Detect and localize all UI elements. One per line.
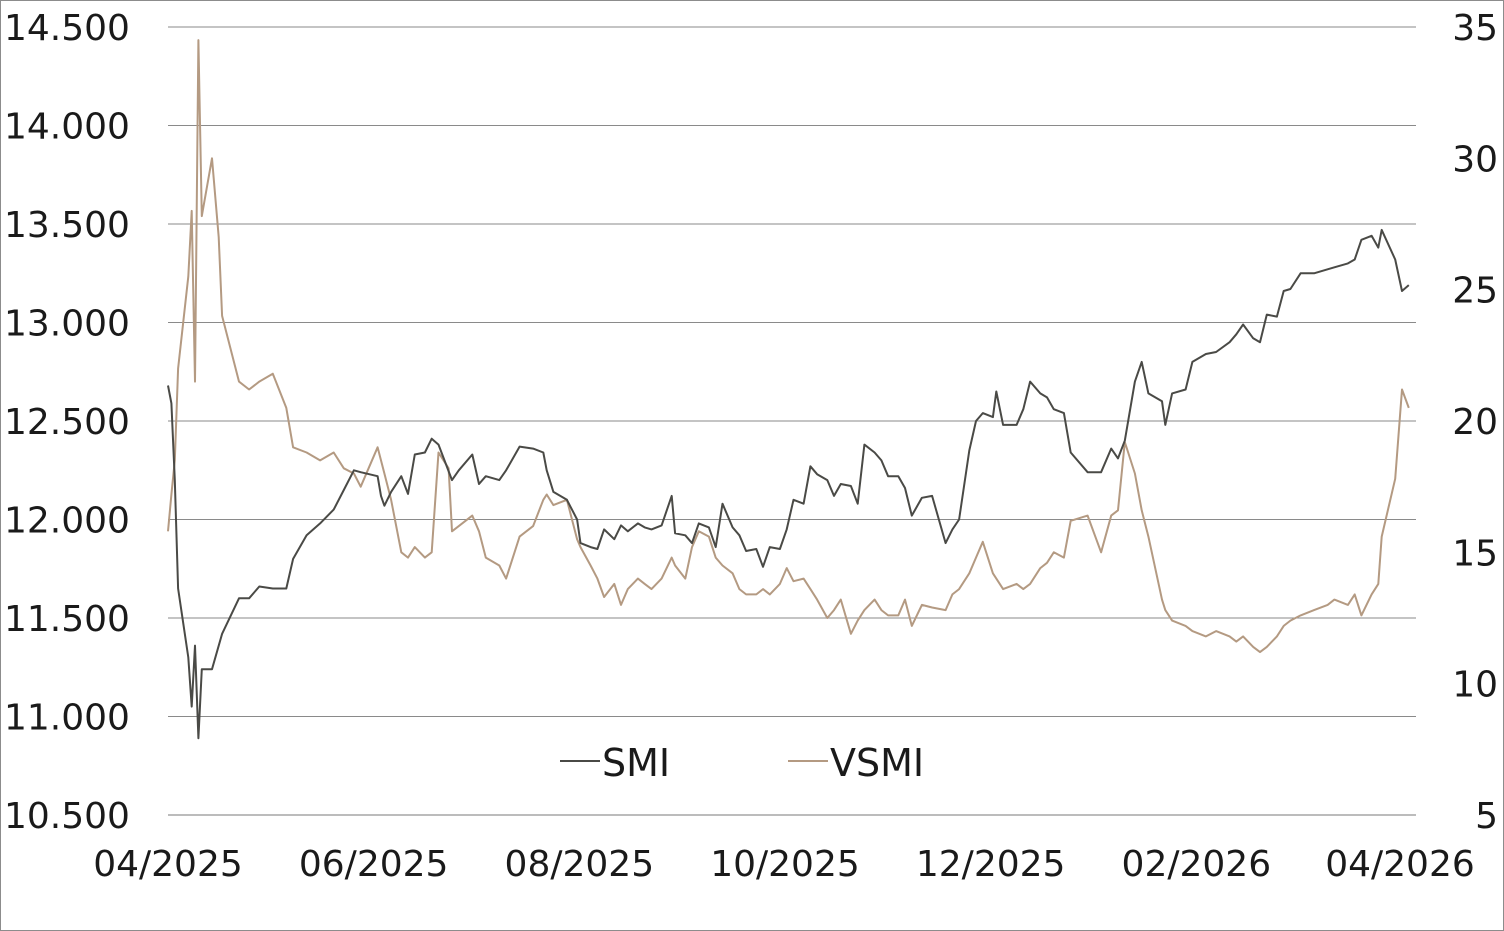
y-left-tick-label: 12.000 [4,501,130,542]
x-tick-label: 08/2025 [505,844,655,885]
x-tick-label: 04/2026 [1325,844,1475,885]
x-tick-label: 12/2025 [916,844,1066,885]
x-tick-label: 04/2025 [93,844,243,885]
y-right-tick-label: 5 [1475,796,1498,837]
y-left-tick-label: 12.500 [4,402,130,443]
y-left-tick-label: 10.500 [4,796,130,837]
y-left-tick-label: 14.500 [4,8,130,49]
x-axis: 04/2025 06/2025 08/2025 10/2025 12/2025 02/20… [93,844,1475,885]
y-right-tick-label: 30 [1452,139,1498,180]
y-right-tick-label: 15 [1452,533,1498,574]
gridlines [168,26,1416,816]
x-tick-label: 02/2026 [1122,844,1272,885]
series-line-smi [167,228,1410,740]
y-left-tick-label: 11.500 [4,599,130,640]
y-axis-left: 10.500 11.000 11.500 12.000 12.500 13.000 13.5… [4,8,130,837]
y-left-tick-label: 13.500 [4,205,130,246]
legend: SMI VSMI [560,741,924,785]
x-tick-label: 06/2025 [299,844,449,885]
y-right-tick-label: 25 [1452,271,1498,312]
y-right-tick-label: 35 [1452,8,1498,49]
y-right-tick-label: 10 [1452,665,1498,706]
y-axis-right: 5 10 15 20 25 30 35 [1452,8,1498,837]
y-right-tick-label: 20 [1452,402,1498,443]
y-left-tick-label: 14.000 [4,107,130,148]
plot-area [167,39,1410,740]
series-line-vsmi [167,39,1410,654]
legend-label-smi: SMI [602,741,670,785]
y-left-tick-label: 13.000 [4,304,130,345]
legend-label-vsmi: VSMI [830,741,924,785]
y-left-tick-label: 11.000 [4,698,130,739]
x-tick-label: 10/2025 [710,844,860,885]
